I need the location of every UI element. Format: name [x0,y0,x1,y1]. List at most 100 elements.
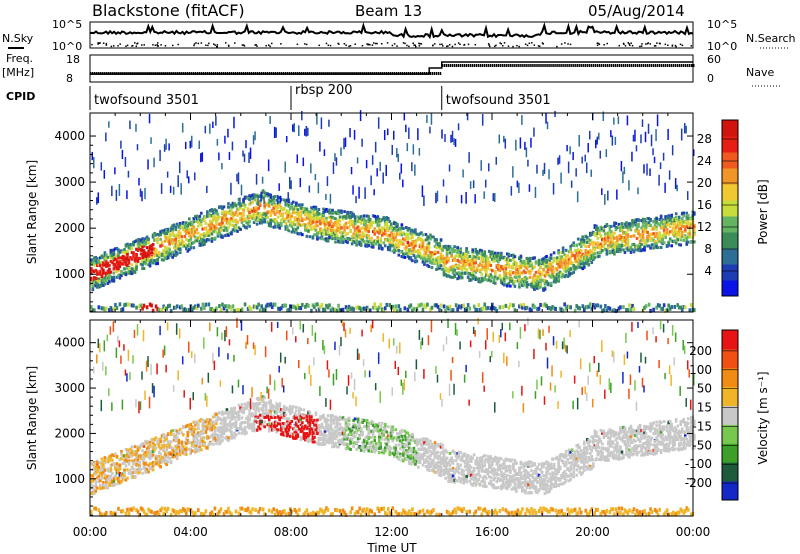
scatter-cell [227,211,230,215]
scatter-cell [112,267,116,271]
scatter-cell [662,241,666,245]
scatter-cell [261,220,265,224]
scatter-cell [613,245,616,249]
scatter-cell [207,238,211,242]
scatter-cell [252,206,256,210]
scatter-cell [498,265,502,269]
scatter-cell [614,228,618,232]
scatter-cell [599,225,603,229]
scatter-cell [263,218,266,222]
scatter-cell [171,238,175,242]
ground-cell [97,305,101,310]
scatter-cell [216,212,220,216]
scatter-cell [207,213,211,217]
scatter-cell [148,246,152,250]
scatter-cell [497,264,500,268]
ground-cell [667,303,670,308]
nave-dot [471,64,474,67]
scatter-cell [343,237,346,241]
nsearch-dot [269,45,271,48]
scatter-cell [417,253,420,257]
nsearch-dot [99,42,101,44]
scatter-cell [560,258,563,262]
nave-dot [666,64,669,67]
nave-dot [375,72,377,75]
scatter-cell [103,468,107,472]
scatter-cell [391,234,395,238]
scatter-cell [132,241,135,245]
scatter-cell [382,226,386,230]
nave-dot [160,72,162,75]
nave-dot [650,64,653,67]
ground-cell [664,308,667,313]
nsearch-dot [195,42,197,44]
scatter-cell [316,224,319,228]
scatter-cell [163,245,167,249]
scatter-cell [148,260,152,264]
scatter-cell [481,260,485,264]
nave-dot [136,72,138,75]
scatter-cell [99,284,102,288]
scatter-cell [273,194,277,198]
scatter-cell [126,249,129,253]
ground-cell [679,305,683,310]
scatter-cell [427,254,431,258]
scatter-cell [610,245,613,249]
noise-cell [350,166,353,175]
scatter-cell [99,461,102,465]
nsearch-dot [414,44,416,47]
scatter-cell [585,255,589,259]
scatter-cell [653,235,657,239]
ground-cell [658,303,661,308]
ground-cell [429,307,432,312]
scatter-cell [418,236,422,240]
scatter-cell [255,211,259,215]
scatter-cell [673,223,677,227]
scatter-cell [563,269,566,273]
scatter-cell [610,224,613,228]
ground-cell [261,307,265,312]
scatter-cell [522,276,526,280]
scatter-cell [317,217,321,221]
scatter-cell [127,261,131,265]
scatter-cell [396,247,399,251]
scatter-cell [429,251,432,255]
scatter-cell [307,222,310,226]
scatter-cell [209,223,212,227]
nave-dot [130,72,132,75]
scatter-cell [465,263,468,267]
scatter-cell [195,239,199,243]
nsearch-dot [434,43,436,45]
noise-cell [261,176,264,184]
scatter-cell [90,272,93,276]
nsky-tick-top: 10^5 [52,18,82,31]
scatter-cell [284,221,288,225]
noise-cell [412,144,415,155]
scatter-cell [534,283,538,287]
scatter-cell [117,256,120,260]
nsearch-dot [507,45,510,47]
scatter-cell [680,230,684,234]
scatter-cell [563,275,566,279]
scatter-cell [172,238,176,242]
scatter-cell [415,238,419,242]
ground-cell [175,304,179,309]
scatter-cell [670,239,673,243]
scatter-cell [215,217,218,221]
nave-dot [626,64,629,67]
ground-cell [584,305,588,310]
scatter-cell [456,246,459,250]
scatter-cell [325,220,328,224]
noise-cell [445,195,448,204]
scatter-cell [406,237,410,241]
scatter-cell [610,250,613,254]
scatter-cell [207,231,211,235]
scatter-cell [175,247,179,251]
noise-cell [664,182,666,193]
scatter-cell [352,220,355,224]
scatter-cell [270,198,274,202]
scatter-cell [248,214,251,218]
nave-tick-bottom: 0 [707,72,714,85]
scatter-cell [429,260,432,264]
nsearch-dot [213,43,215,45]
